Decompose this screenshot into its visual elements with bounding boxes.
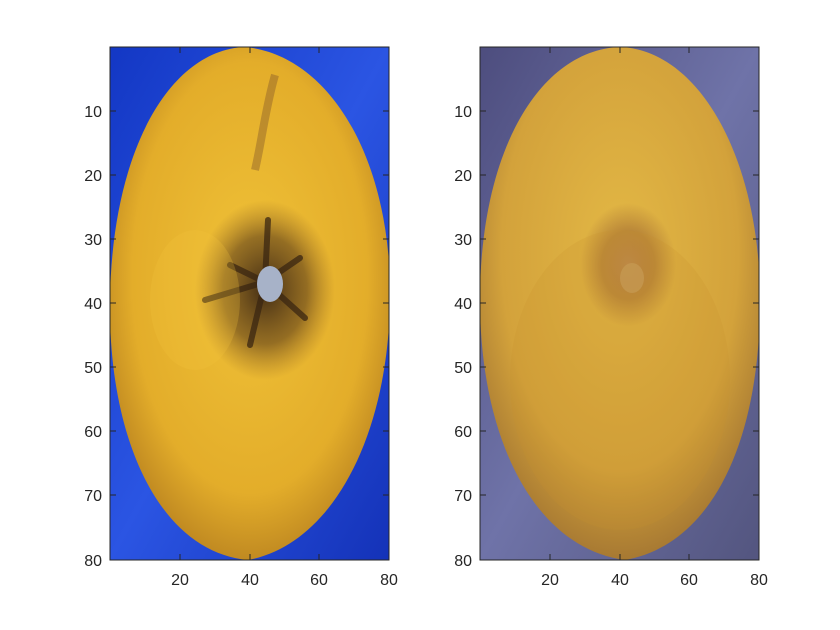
right-x-tick-label: 20 — [541, 572, 559, 589]
right-y-ticks — [480, 110, 759, 496]
left-y-tick-label: 20 — [84, 168, 102, 185]
right-y-tick-labels: 10 20 30 40 50 60 70 80 — [454, 104, 472, 570]
left-y-tick-label: 50 — [84, 360, 102, 377]
left-x-tick-label: 60 — [310, 572, 328, 589]
right-image-axes — [479, 46, 760, 561]
right-x-tick-labels: 20 40 60 80 — [541, 572, 768, 589]
left-y-tick-label: 70 — [84, 488, 102, 505]
left-y-tick-label: 60 — [84, 424, 102, 441]
right-x-tick-label: 80 — [750, 572, 768, 589]
left-x-tick-label: 40 — [241, 572, 259, 589]
right-y-tick-label: 30 — [454, 232, 472, 249]
left-y-tick-label: 40 — [84, 296, 102, 313]
left-x-tick-labels: 20 40 60 80 — [171, 572, 398, 589]
right-x-tick-label: 40 — [611, 572, 629, 589]
left-x-tick-label: 80 — [380, 572, 398, 589]
left-x-ticks — [179, 47, 390, 560]
right-x-ticks — [549, 47, 760, 560]
right-y-tick-label: 80 — [454, 553, 472, 570]
left-y-tick-label: 30 — [84, 232, 102, 249]
left-y-tick-labels: 10 20 30 40 50 60 70 80 — [84, 104, 102, 570]
left-image — [110, 47, 389, 560]
right-y-tick-label: 10 — [454, 104, 472, 121]
left-image-axes — [109, 46, 390, 561]
right-y-tick-label: 40 — [454, 296, 472, 313]
right-y-tick-label: 50 — [454, 360, 472, 377]
right-image — [480, 47, 759, 560]
right-y-tick-label: 70 — [454, 488, 472, 505]
left-y-tick-label: 10 — [84, 104, 102, 121]
left-x-tick-label: 20 — [171, 572, 189, 589]
left-y-ticks — [110, 110, 389, 496]
right-y-tick-label: 20 — [454, 168, 472, 185]
right-x-tick-label: 60 — [680, 572, 698, 589]
left-y-tick-label: 80 — [84, 553, 102, 570]
right-y-tick-label: 60 — [454, 424, 472, 441]
